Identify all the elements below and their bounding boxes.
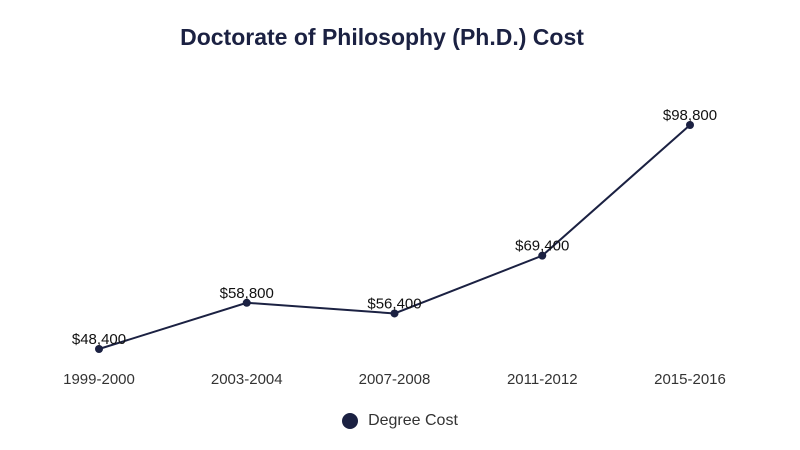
- x-tick-label: 2007-2008: [359, 371, 431, 388]
- data-label-layer: $48,400 $58,800 $56,400 $69,400 $98,800: [72, 107, 717, 348]
- data-label: $98,800: [663, 107, 717, 124]
- legend[interactable]: Degree Cost: [0, 412, 800, 430]
- chart-title: Doctorate of Philosophy (Ph.D.) Cost: [180, 24, 584, 50]
- data-point[interactable]: [686, 121, 694, 129]
- legend-label: Degree Cost: [368, 412, 458, 429]
- data-point[interactable]: [538, 251, 547, 260]
- x-tick-label: 2015-2016: [654, 371, 726, 388]
- x-tick-label: 1999-2000: [63, 371, 135, 388]
- data-label: $56,400: [367, 295, 421, 312]
- x-tick-label: 2011-2012: [507, 371, 578, 388]
- data-label: $69,400: [515, 238, 569, 255]
- data-label: $48,400: [72, 331, 126, 348]
- legend-marker-icon: [342, 413, 359, 429]
- series-layer: [95, 121, 694, 353]
- x-tick-label: 2003-2004: [211, 371, 283, 388]
- data-point[interactable]: [390, 309, 399, 318]
- data-label: $58,800: [220, 285, 274, 302]
- data-point[interactable]: [95, 345, 103, 353]
- x-axis: 1999-2000 2003-2004 2007-2008 2011-2012 2015…: [63, 371, 726, 388]
- data-point[interactable]: [242, 298, 251, 307]
